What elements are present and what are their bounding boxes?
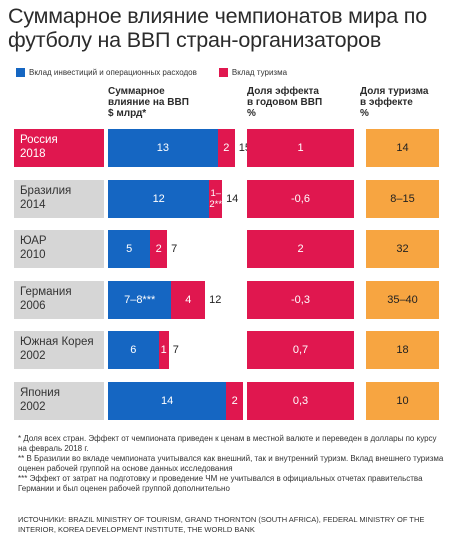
gdp-share-cell: 1 <box>247 129 354 167</box>
bar-investment: 5 <box>108 230 151 268</box>
legend-swatch-tourism <box>218 68 228 77</box>
bar-investment: 6 <box>108 331 159 369</box>
tourism-share-cell: 14 <box>366 129 439 167</box>
tourism-share-cell: 10 <box>366 382 439 420</box>
tourism-share-cell: 32 <box>366 230 439 268</box>
row-label: Германия 2006 <box>14 281 104 319</box>
gdp-share-cell: -0,3 <box>247 281 354 319</box>
chart-title: Суммарное влияние чемпионатов мира по фу… <box>8 4 427 52</box>
footnote-3: *** Эффект от затрат на подготовку и про… <box>18 474 423 493</box>
gdp-share-cell: -0,6 <box>247 180 354 218</box>
bar-investment: 14 <box>108 382 227 420</box>
gdp-share-cell: 2 <box>247 230 354 268</box>
tourism-share-cell: 18 <box>366 331 439 369</box>
bar-tourism: 4 <box>171 281 206 319</box>
bar-tourism: 2 <box>226 382 244 420</box>
row-label: Япония 2002 <box>14 382 104 420</box>
bar-tourism: 1 <box>158 331 169 369</box>
row-label: Бразилия 2014 <box>14 180 104 218</box>
bar-tourism: 1–2** <box>209 180 222 218</box>
legend-label-investment: Вклад инвестиций и операционных расходов <box>29 68 197 77</box>
tourism-share-cell: 8–15 <box>366 180 439 218</box>
bar-tourism: 2 <box>217 129 235 167</box>
tourism-share-cell: 35–40 <box>366 281 439 319</box>
row-label: ЮАР 2010 <box>14 230 104 268</box>
footnote-2: ** В Бразилии во вкладе чемпионата учиты… <box>18 454 444 473</box>
footnote-1: * Доля всех стран. Эффект от чемпионата … <box>18 434 437 453</box>
footnotes: * Доля всех стран. Эффект от чемпионата … <box>18 434 444 494</box>
header-gdp-share: Доля эффекта в годовом ВВП % <box>247 86 323 119</box>
bar-total-label: 7 <box>172 344 179 356</box>
bar-investment: 13 <box>108 129 218 167</box>
bar-investment: 12 <box>108 180 210 218</box>
bar-total-label: 7 <box>171 243 178 255</box>
bar-investment: 7–8*** <box>108 281 172 319</box>
legend-item-tourism: Вклад туризма <box>218 68 288 77</box>
header-gdp-impact: Суммарное влияние на ВВП $ млрд* <box>108 86 189 119</box>
gdp-share-cell: 0,7 <box>247 331 354 369</box>
gdp-share-cell: 0,3 <box>247 382 354 420</box>
legend-swatch-investment <box>16 68 25 77</box>
legend-label-tourism: Вклад туризма <box>231 68 288 77</box>
bar-tourism: 2 <box>150 230 168 268</box>
bar-total-label: 14 <box>226 193 239 205</box>
legend-item-investment: Вклад инвестиций и операционных расходов <box>16 68 197 77</box>
row-label: Россия 2018 <box>14 129 104 167</box>
source-text: ИСТОЧНИКИ: BRAZIL MINISTRY OF TOURISM, G… <box>18 515 425 534</box>
bar-total-label: 12 <box>209 294 222 306</box>
header-tourism-share: Доля туризма в эффекте % <box>360 86 429 119</box>
row-label: Южная Корея 2002 <box>14 331 104 369</box>
legend: Вклад инвестиций и операционных расходов… <box>16 68 301 77</box>
